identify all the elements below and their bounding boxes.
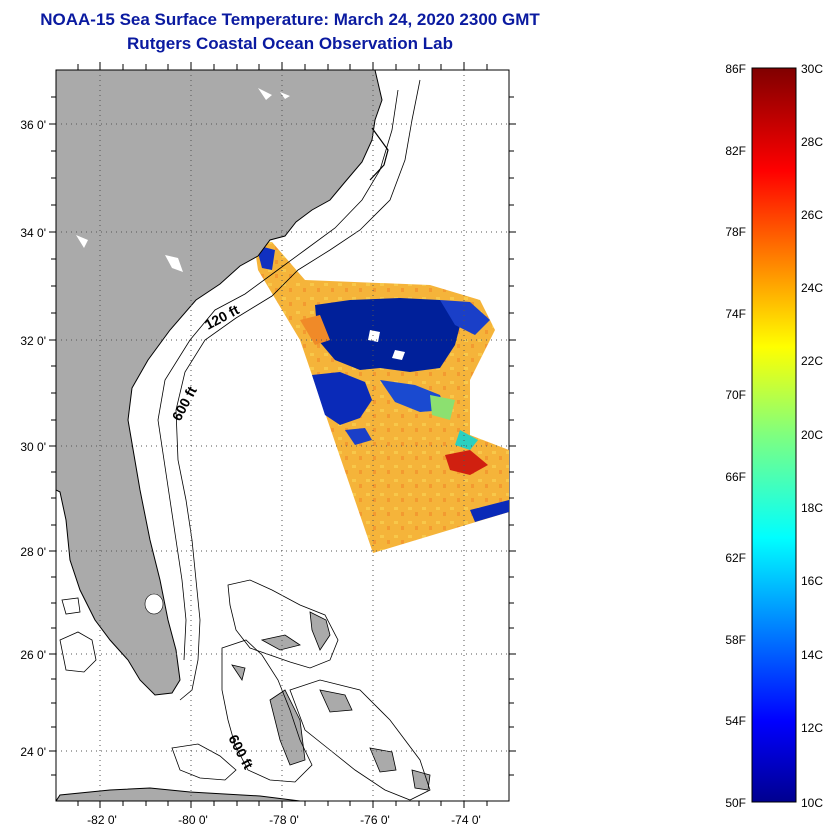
lon-label-82: -82 0' (87, 813, 117, 827)
lon-label-80: -80 0' (178, 813, 208, 827)
colorbar-f-78: 78F (725, 225, 746, 239)
lat-label-32: 32 0' (20, 334, 46, 348)
map-subtitle: Rutgers Coastal Ocean Observation Lab (127, 34, 453, 53)
lat-label-26: 26 0' (20, 648, 46, 662)
colorbar-f-82: 82F (725, 144, 746, 158)
map-gridlines (56, 70, 509, 801)
outer-banks-coastline (369, 127, 389, 181)
lat-label-28: 28 0' (20, 545, 46, 559)
map-panel: 120 ft 600 ft 600 ft 36 0' 34 0' 32 0' 3… (20, 62, 516, 827)
colorbar-c-14: 14C (801, 648, 823, 662)
map-title: NOAA-15 Sea Surface Temperature: March 2… (40, 10, 540, 29)
colorbar-c-28: 28C (801, 135, 823, 149)
colorbar-f-50: 50F (725, 796, 746, 810)
colorbar-c-10: 10C (801, 796, 823, 810)
lon-label-76: -76 0' (360, 813, 390, 827)
us-mainland-land (56, 70, 383, 696)
lat-label-34: 34 0' (20, 226, 46, 240)
colorbar-f-66: 66F (725, 470, 746, 484)
colorbar-f-58: 58F (725, 633, 746, 647)
sst-swath (254, 242, 509, 553)
temperature-colorbar: 86F 82F 78F 74F 70F 66F 62F 58F 54F 50F … (725, 62, 823, 810)
colorbar-c-26: 26C (801, 208, 823, 222)
lon-label-74: -74 0' (451, 813, 481, 827)
colorbar-f-74: 74F (725, 307, 746, 321)
colorbar-c-12: 12C (801, 721, 823, 735)
map-frame-ticks (49, 62, 516, 808)
bathymetry-contours (59, 79, 431, 801)
colorbar-gradient (751, 67, 797, 803)
lake-okeechobee (144, 593, 164, 615)
colorbar-c-24: 24C (801, 281, 823, 295)
cuba-land (56, 787, 301, 801)
lat-label-24: 24 0' (20, 745, 46, 759)
colorbar-c-18: 18C (801, 501, 823, 515)
lon-label-78: -78 0' (269, 813, 299, 827)
bahamas-islands (231, 611, 431, 791)
lat-label-30: 30 0' (20, 440, 46, 454)
colorbar-c-16: 16C (801, 574, 823, 588)
colorbar-f-86: 86F (725, 62, 746, 76)
colorbar-f-54: 54F (725, 714, 746, 728)
lat-label-36: 36 0' (20, 118, 46, 132)
colorbar-f-70: 70F (725, 388, 746, 402)
colorbar-c-22: 22C (801, 354, 823, 368)
colorbar-f-62: 62F (725, 551, 746, 565)
colorbar-c-20: 20C (801, 428, 823, 442)
colorbar-c-30: 30C (801, 62, 823, 76)
